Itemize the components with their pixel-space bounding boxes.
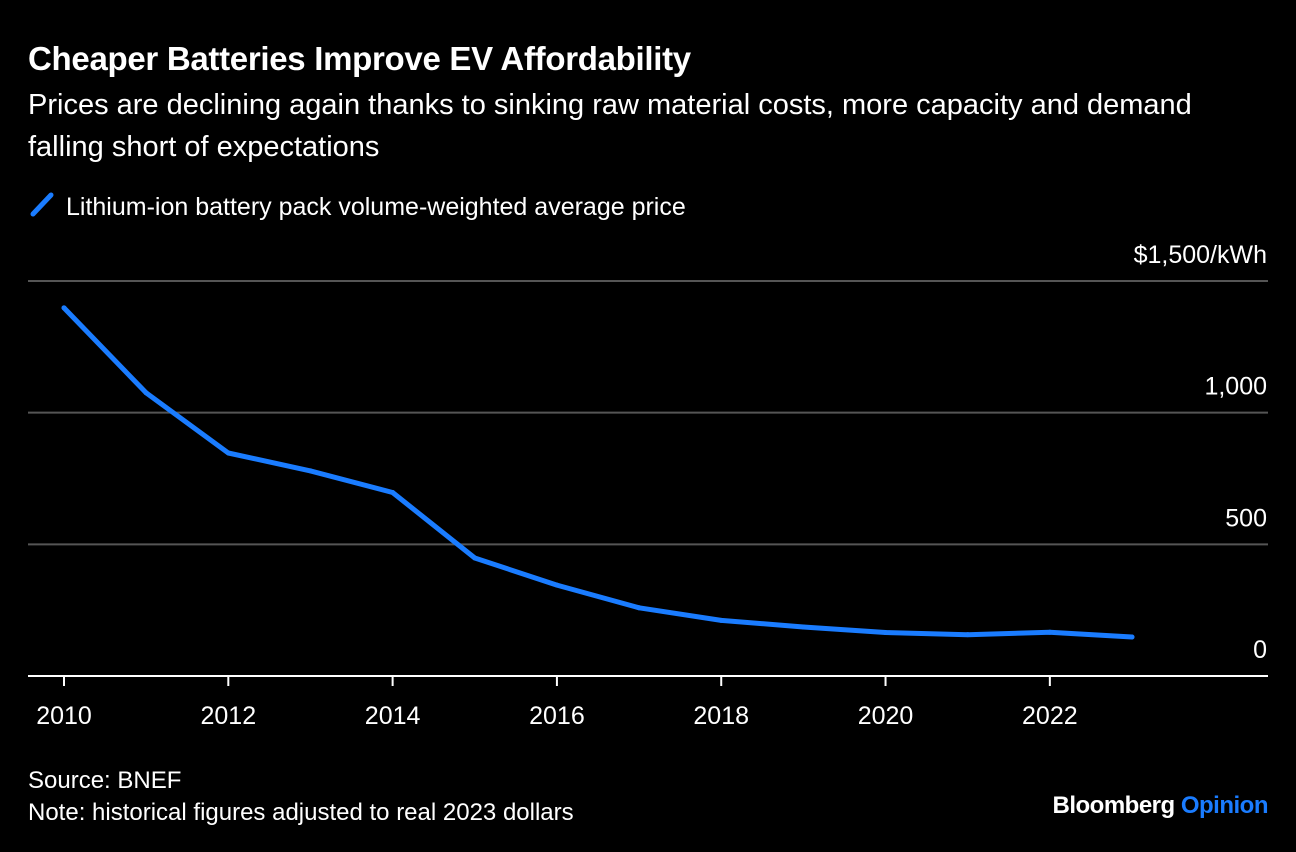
x-tick-label: 2020 (858, 702, 914, 730)
y-tick-label: 1,000 (1204, 373, 1267, 401)
legend-label: Lithium-ion battery pack volume-weighted… (66, 192, 686, 221)
data-point (554, 582, 560, 588)
legend: Lithium-ion battery pack volume-weighted… (28, 190, 686, 224)
data-point (883, 630, 889, 636)
data-point (718, 617, 724, 623)
x-tick-label: 2022 (1022, 702, 1078, 730)
data-point (390, 489, 396, 495)
line-chart: 0 500 1,000 $1,500/kWh 2010 2012 2014 2016 2018… (28, 241, 1268, 730)
y-tick-label: 0 (1253, 636, 1267, 664)
grid-lines (28, 280, 1268, 546)
x-tick-label: 2018 (693, 702, 749, 730)
data-point (225, 450, 231, 456)
source-text: Source: BNEF (28, 767, 182, 794)
data-point (1047, 629, 1053, 635)
data-point (472, 555, 478, 561)
legend-line-icon (30, 192, 54, 217)
data-point (800, 624, 806, 630)
data-point (965, 632, 971, 638)
data-point (1129, 634, 1135, 640)
y-tick-labels: 0 500 1,000 $1,500/kWh (1134, 241, 1267, 664)
x-axis: 2010 2012 2014 2016 2018 2020 2022 (28, 675, 1268, 730)
x-tick-label: 2016 (529, 702, 585, 730)
footer: Source: BNEF Note: historical figures ad… (28, 765, 574, 829)
data-point (636, 605, 642, 611)
data-point (61, 305, 67, 311)
y-tick-label: $1,500/kWh (1134, 241, 1267, 269)
x-tick-label: 2012 (200, 702, 256, 730)
brand-logo: Bloomberg Opinion (1053, 792, 1269, 820)
chart-title: Cheaper Batteries Improve EV Affordabili… (28, 40, 691, 77)
data-point (143, 390, 149, 396)
brand-section: Opinion (1180, 792, 1269, 819)
brand-name: Bloomberg (1052, 792, 1176, 819)
data-point (307, 468, 313, 474)
y-tick-label: 500 (1225, 504, 1267, 532)
chart-subtitle: Prices are declining again thanks to sin… (28, 89, 1192, 163)
x-tick-label: 2010 (36, 702, 92, 730)
series-lines (61, 305, 1135, 640)
x-tick-label: 2014 (365, 702, 421, 730)
note-text: Note: historical figures adjusted to rea… (28, 799, 574, 826)
series-line (61, 305, 1135, 640)
